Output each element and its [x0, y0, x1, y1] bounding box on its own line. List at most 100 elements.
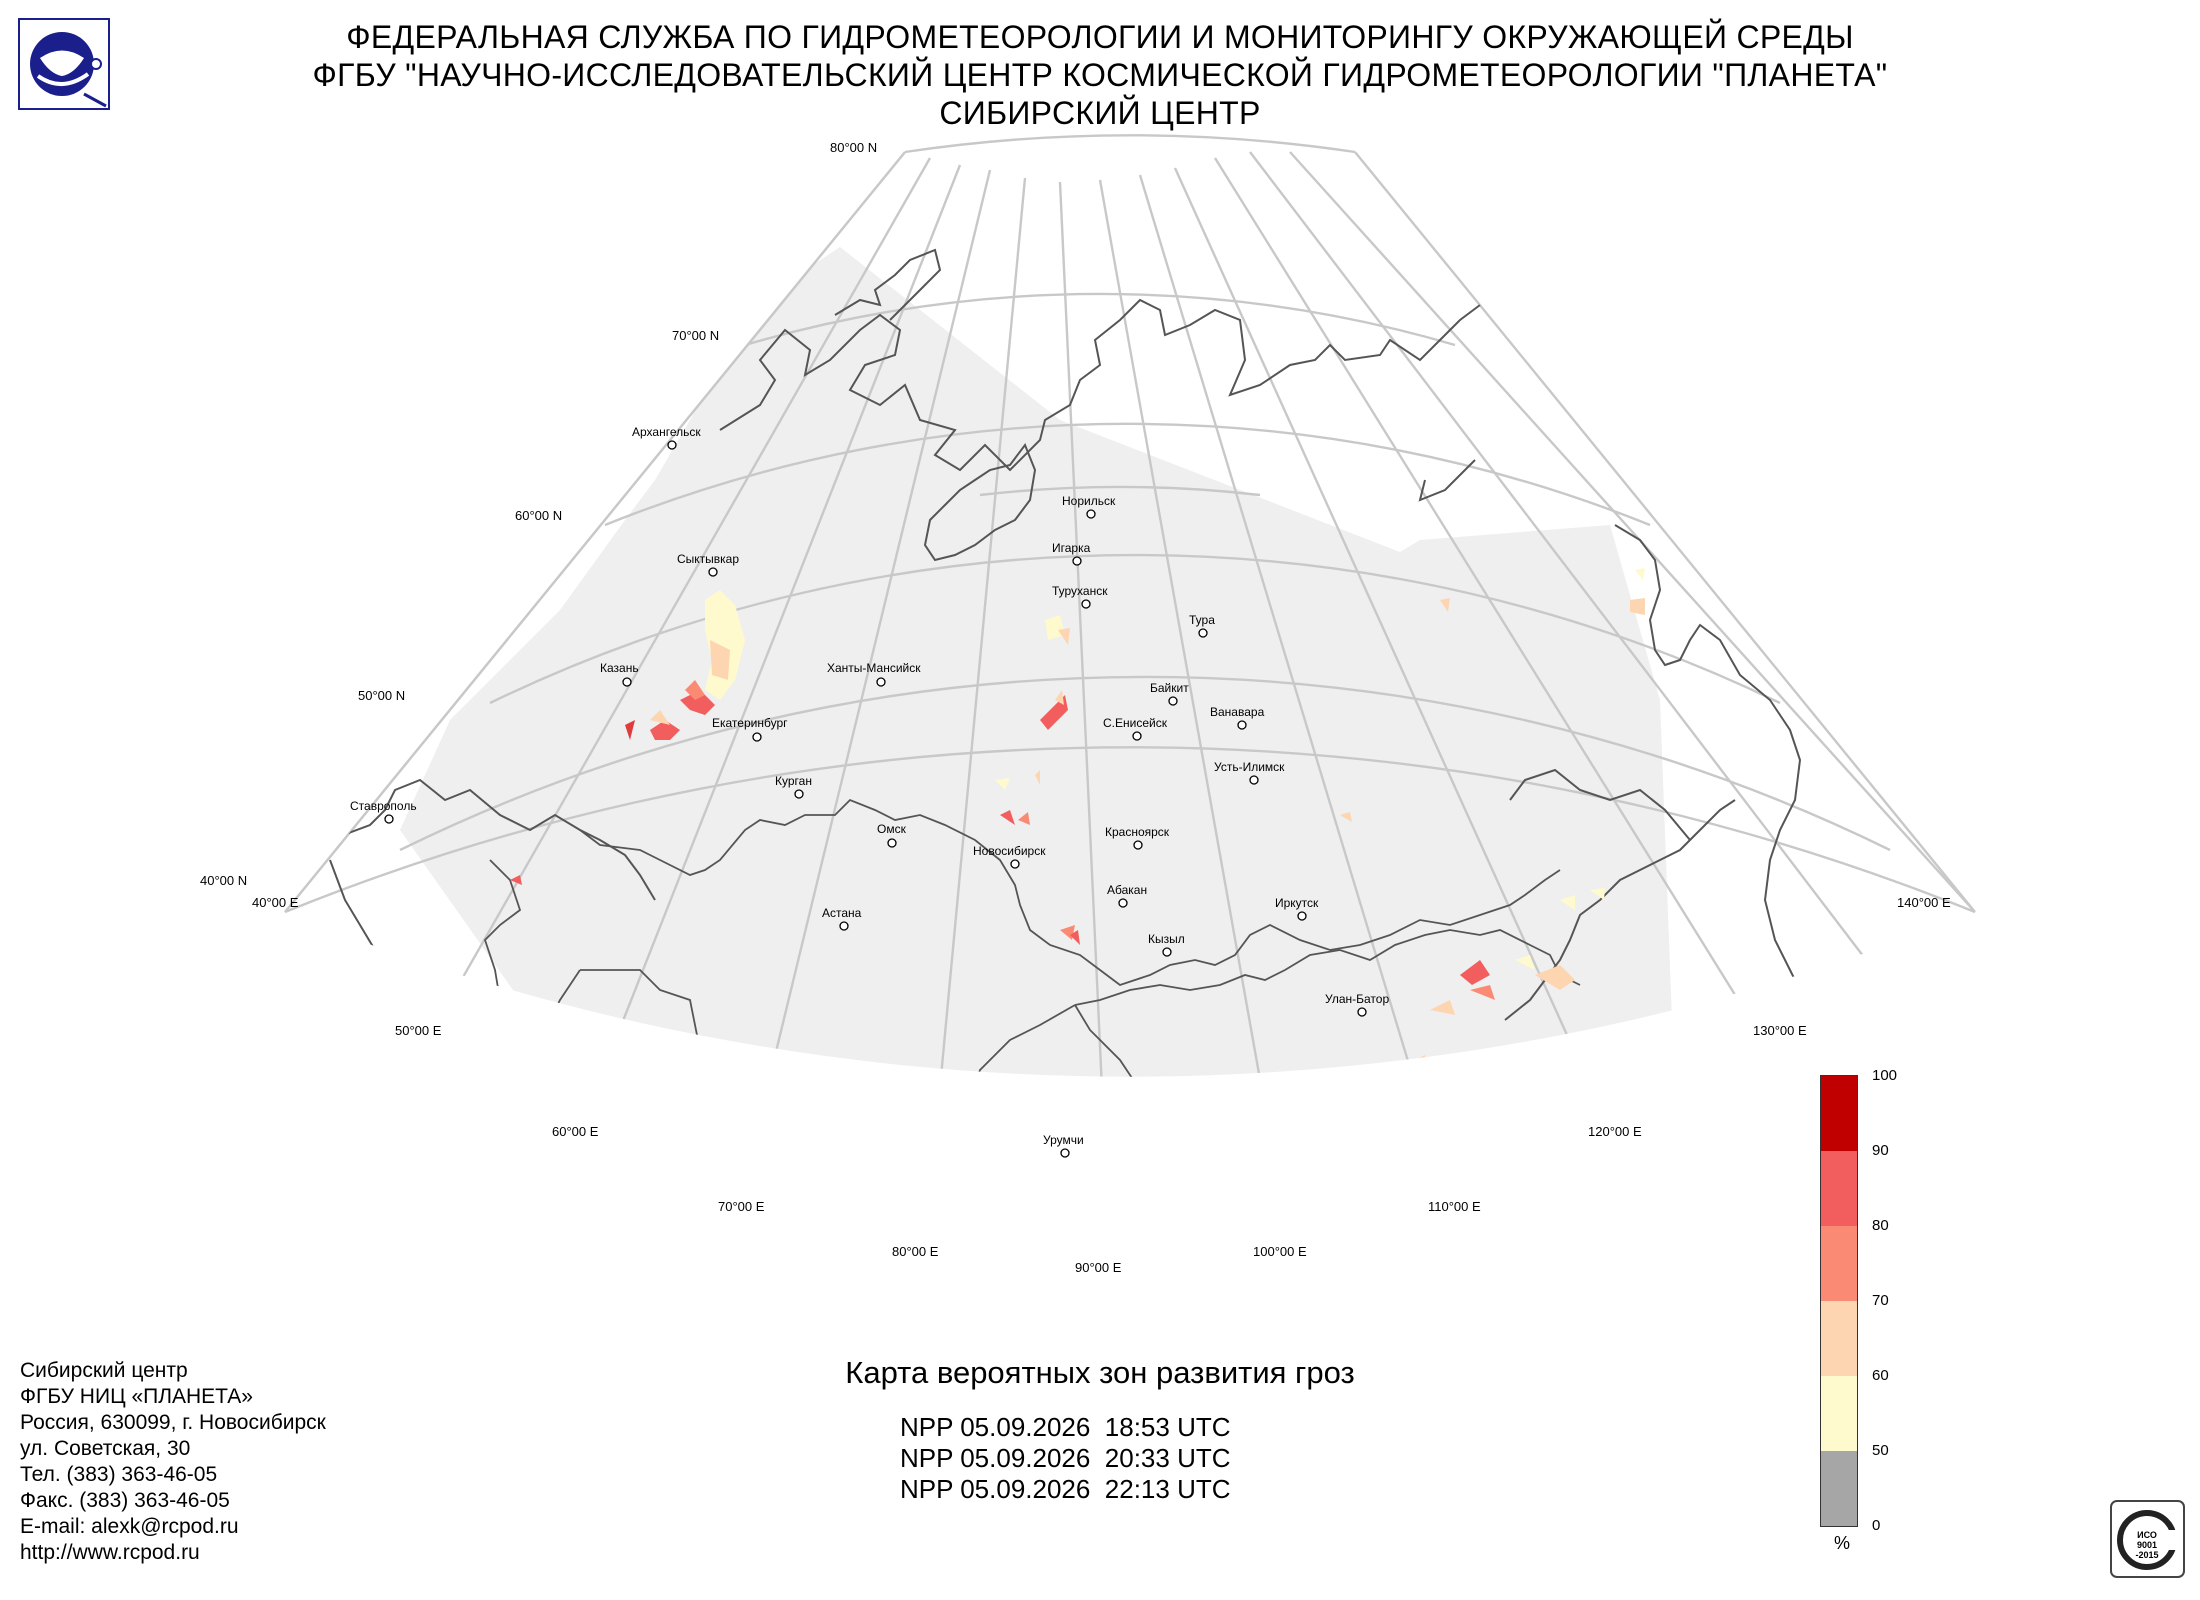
storm-zone	[1018, 812, 1030, 825]
lon-label: 80°00 E	[892, 1244, 939, 1259]
city-label: Ханты-Мансийск	[827, 661, 921, 675]
storm-zone	[1560, 895, 1575, 910]
contact-website[interactable]: http://www.rcpod.ru	[20, 1541, 200, 1564]
storm-zone	[1440, 598, 1450, 612]
graticule	[284, 134, 1976, 1077]
legend-tick: 60	[1872, 1367, 1889, 1384]
lon-label: 110°00 E	[1428, 1199, 1481, 1214]
city-label: Архангельск	[632, 425, 701, 439]
header: ФЕДЕРАЛЬНАЯ СЛУЖБА ПО ГИДРОМЕТЕОРОЛОГИИ …	[0, 18, 2200, 132]
storm-zones	[510, 568, 1645, 1210]
storm-zone	[1460, 960, 1490, 985]
cities	[384, 440, 1367, 1158]
lon-label: 40°00 E	[252, 895, 299, 910]
lon-label: 60°00 E	[552, 1124, 599, 1139]
city-label: Казань	[600, 661, 639, 675]
pass-line: NPP 05.09.2026 20:33 UTC	[900, 1443, 1231, 1473]
legend-segment-60-70	[1821, 1301, 1857, 1376]
storm-zone	[650, 720, 680, 740]
lat-label: 80°00 N	[830, 140, 877, 155]
storm-zone	[1590, 888, 1605, 900]
lat-label: 50°00 N	[358, 688, 405, 703]
storm-zone	[1045, 615, 1065, 640]
storm-zone	[995, 778, 1010, 790]
contact-line: Факс. (383) 363-46-05	[20, 1489, 230, 1512]
city-label: Усть-Илимск	[1214, 760, 1285, 774]
storm-zone	[1035, 770, 1040, 785]
header-line-2: ФГБУ "НАУЧНО-ИССЛЕДОВАТЕЛЬСКИЙ ЦЕНТР КОС…	[312, 57, 1888, 93]
storm-zone	[710, 640, 730, 680]
iso-certification-badge: ИСО 9001 -2015	[2110, 1500, 2185, 1578]
map-title: Карта вероятных зон развития гроз	[845, 1355, 1355, 1390]
storm-zone	[1430, 1000, 1455, 1015]
city-labels: Архангельск Сыктывкар Казань Екатеринбур…	[350, 425, 1389, 1147]
city-label: Улан-Батор	[1325, 992, 1389, 1006]
legend-segment-80-90	[1821, 1151, 1857, 1226]
city-label: Новосибирск	[973, 844, 1046, 858]
pass-line: NPP 05.09.2026 18:53 UTC	[900, 1412, 1231, 1442]
storm-zone	[1635, 568, 1645, 580]
legend-unit: %	[1834, 1533, 1851, 1553]
storm-zone	[685, 680, 705, 700]
contact-line: Россия, 630099, г. Новосибирск	[20, 1411, 326, 1434]
storm-zone	[1340, 812, 1352, 822]
storm-zone	[1055, 690, 1064, 705]
storm-zone	[1630, 598, 1645, 615]
legend-color-bar	[1820, 1075, 1858, 1527]
contact-line: ул. Советская, 30	[20, 1437, 191, 1460]
contact-email[interactable]: E-mail: alexk@rcpod.ru	[20, 1515, 239, 1538]
contact-block: Сибирский центр ФГБУ НИЦ «ПЛАНЕТА» Росси…	[20, 1358, 326, 1566]
contact-line: Тел. (383) 363-46-05	[20, 1463, 218, 1486]
storm-zone	[828, 1175, 865, 1210]
storm-zone	[1040, 695, 1068, 730]
storm-zone	[1470, 985, 1495, 1000]
city-label: Туруханск	[1052, 584, 1108, 598]
iso-text: ИСО	[2137, 1530, 2157, 1540]
city-label: Норильск	[1062, 494, 1116, 508]
lon-label: 100°00 E	[1253, 1244, 1307, 1259]
city-label: Байкит	[1150, 681, 1189, 695]
city-label: Игарка	[1052, 541, 1091, 555]
storm-zone	[625, 720, 635, 740]
city-label: Красноярск	[1105, 825, 1170, 839]
legend-tick: 0	[1872, 1517, 1881, 1534]
coverage-area	[400, 247, 1675, 1077]
city-label: Тура	[1189, 613, 1215, 627]
legend-tick: 100	[1872, 1067, 1898, 1084]
legend-tick: 80	[1872, 1217, 1889, 1234]
iso-text: -2015	[2135, 1550, 2158, 1560]
storm-zone	[1535, 965, 1575, 990]
lat-label: 40°00 N	[200, 873, 247, 888]
storm-zone	[650, 710, 670, 725]
legend-tick: 50	[1872, 1442, 1889, 1459]
longitude-labels: 40°00 E 50°00 E 60°00 E 70°00 E 80°00 E …	[252, 895, 1951, 1275]
lon-label: 140°00 E	[1897, 895, 1951, 910]
city-label: Урумчи	[1043, 1133, 1084, 1147]
contact-line: ФГБУ НИЦ «ПЛАНЕТА»	[20, 1385, 253, 1408]
city-label: Ванавара	[1210, 705, 1265, 719]
state-borders	[469, 798, 1581, 1077]
legend-segment-50-60	[1821, 1376, 1857, 1451]
storm-zone	[510, 875, 522, 885]
pass-line: NPP 05.09.2026 22:13 UTC	[900, 1474, 1231, 1504]
planeta-logo	[18, 18, 110, 110]
storm-zone	[1275, 1170, 1295, 1185]
legend-segment-0-50	[1821, 1451, 1857, 1526]
city-label: Кызыл	[1148, 932, 1185, 946]
city-label: Абакан	[1107, 883, 1147, 897]
contact-line: Сибирский центр	[20, 1359, 188, 1382]
storm-zone	[1058, 628, 1070, 645]
city-label: Ставрополь	[350, 799, 417, 813]
storm-zone	[680, 690, 715, 715]
city-label: Курган	[775, 774, 812, 788]
storm-zone	[1000, 810, 1015, 825]
storm-zone	[1070, 930, 1080, 945]
storm-zone	[875, 1148, 898, 1160]
city-label: Омск	[877, 822, 907, 836]
header-line-1: ФЕДЕРАЛЬНАЯ СЛУЖБА ПО ГИДРОМЕТЕОРОЛОГИИ …	[346, 19, 1854, 55]
city-label: Екатеринбург	[712, 716, 788, 730]
lon-label: 70°00 E	[718, 1199, 765, 1214]
header-line-3: СИБИРСКИЙ ЦЕНТР	[939, 95, 1261, 131]
lon-label: 130°00 E	[1753, 1023, 1807, 1038]
